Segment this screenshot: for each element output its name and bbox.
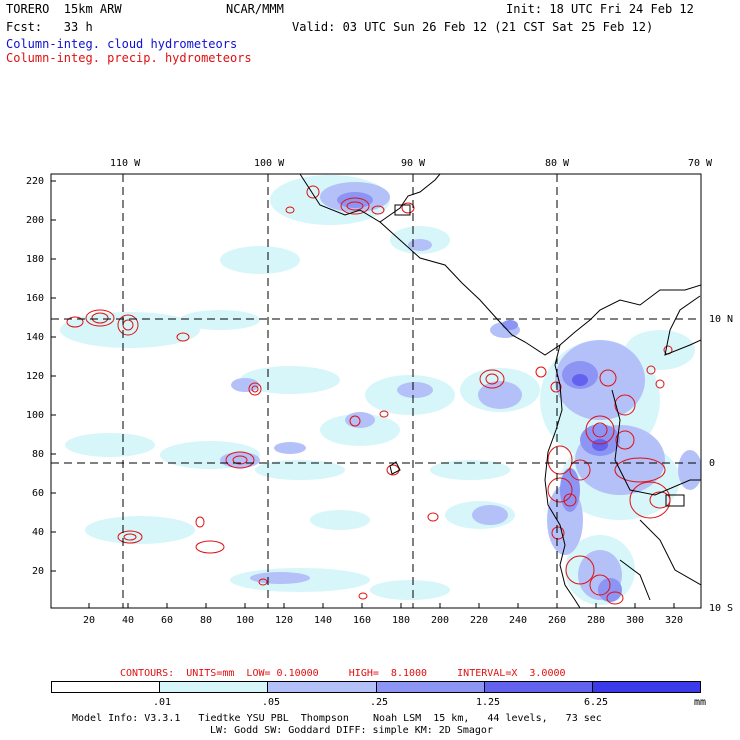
lon-label-80w: 80 W (545, 158, 570, 169)
x-tick-label: 260 (548, 615, 567, 626)
lon-label-70w: 70 W (688, 158, 713, 169)
colorbar-label: 1.25 (476, 697, 501, 708)
valid-time: Valid: 03 UTC Sun 26 Feb 12 (21 CST Sat … (292, 20, 654, 34)
lon-label-90w: 90 W (401, 158, 426, 169)
x-tick-label: 100 (236, 615, 255, 626)
x-tick-label: 240 (509, 615, 528, 626)
x-tick-label: 140 (314, 615, 333, 626)
x-tick-label: 80 (200, 615, 213, 626)
forecast-hour: Fcst: 33 h (6, 20, 93, 34)
lon-label-110w: 110 W (110, 158, 141, 169)
x-tick-label: 320 (665, 615, 684, 626)
x-tick-label: 300 (626, 615, 645, 626)
x-tick-label: 20 (83, 615, 96, 626)
colorbar-label: .01 (153, 697, 172, 708)
lon-label-100w: 100 W (254, 158, 285, 169)
y-tick-label: 20 (32, 566, 45, 577)
x-tick-label: 60 (161, 615, 174, 626)
field-cloud-label: Column-integ. cloud hydrometeors (6, 37, 238, 51)
model-title: TORERO 15km ARW (6, 2, 122, 16)
model-info: Model Info: V3.3.1 Tiedtke YSU PBL Thomp… (72, 713, 602, 724)
center-label: NCAR/MMM (226, 2, 284, 16)
x-tick-label: 200 (431, 615, 450, 626)
y-tick-label: 140 (26, 332, 45, 343)
colorbar-swatch (268, 682, 377, 692)
colorbar-swatch (484, 682, 593, 692)
colorbar-swatch (52, 682, 161, 692)
colorbar-label: .25 (370, 697, 389, 708)
cloud-field-medium (220, 182, 701, 600)
lat-label-10n: 10 N (709, 314, 734, 325)
field-precip-label: Column-integ. precip. hydrometeors (6, 51, 252, 65)
colorbar-label: .05 (262, 697, 281, 708)
x-tick-label: 160 (353, 615, 372, 626)
graticule (51, 174, 701, 608)
y-tick-label: 40 (32, 527, 45, 538)
x-ticks (88, 603, 675, 608)
colorbar-swatch (592, 682, 701, 692)
colorbar-label: 6.25 (584, 697, 609, 708)
y-tick-label: 80 (32, 449, 45, 460)
y-tick-label: 60 (32, 488, 45, 499)
colorbar-unit: mm (694, 697, 707, 708)
cloud-field-heavy (572, 374, 608, 451)
lat-label-10s: 10 S (709, 603, 734, 614)
physics-info: LW: Godd SW: Goddard DIFF: simple KM: 2D… (210, 725, 493, 736)
y-tick-label: 220 (26, 176, 45, 187)
x-tick-label: 120 (275, 615, 294, 626)
colorbar-swatch (160, 682, 269, 692)
y-ticks (51, 180, 56, 572)
x-tick-label: 220 (470, 615, 489, 626)
y-tick-label: 120 (26, 371, 45, 382)
x-tick-label: 180 (392, 615, 411, 626)
map-frame (50, 173, 702, 609)
y-tick-label: 180 (26, 254, 45, 265)
init-time: Init: 18 UTC Fri 24 Feb 12 (506, 2, 694, 16)
map-panel (51, 174, 701, 608)
precip-contours (66, 185, 673, 605)
y-tick-label: 200 (26, 215, 45, 226)
contour-info: CONTOURS: UNITS=mm LOW= 0.10000 HIGH= 8.… (120, 668, 566, 679)
y-tick-label: 160 (26, 293, 45, 304)
y-tick-label: 100 (26, 410, 45, 421)
colorbar (51, 681, 701, 693)
colorbar-swatch (376, 682, 485, 692)
lat-label-0: 0 (709, 458, 716, 469)
x-tick-label: 280 (587, 615, 606, 626)
x-tick-label: 40 (122, 615, 135, 626)
